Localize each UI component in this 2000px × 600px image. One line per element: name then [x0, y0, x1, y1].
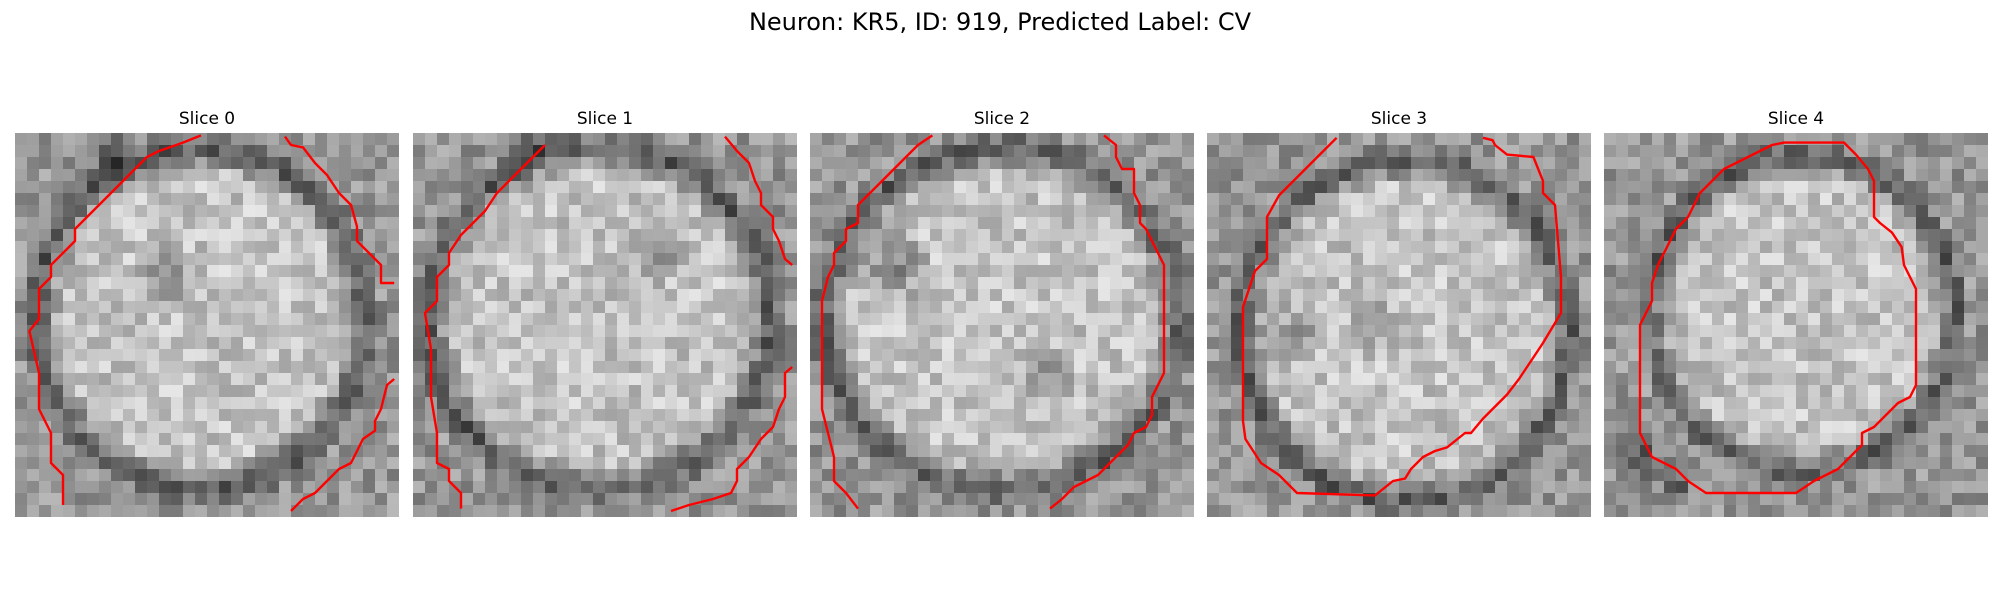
slice-1-title: Slice 1	[576, 109, 634, 129]
slice-2-image	[810, 133, 1194, 517]
slice-0-image	[15, 133, 399, 517]
slice-4-pixel-grid	[1604, 133, 1988, 517]
slice-3-contour-0	[1241, 136, 1563, 497]
slice-0-pixel-grid	[15, 133, 399, 517]
slice-2-contour-1	[1049, 134, 1166, 510]
slice-0-contour-2	[290, 378, 395, 512]
figure-title: Neuron: KR5, ID: 919, Predicted Label: C…	[748, 8, 1252, 36]
slice-1-contour-1	[724, 135, 793, 266]
slice-3-pixel-grid	[1207, 133, 1591, 517]
slice-2-title: Slice 2	[973, 109, 1031, 129]
slice-3-title: Slice 3	[1370, 109, 1428, 129]
slice-1-contour-2	[670, 366, 793, 513]
slice-0-contour-0	[28, 134, 202, 505]
slice-2-contour-0	[820, 134, 934, 510]
slice-4-contour-0	[1638, 141, 1918, 495]
slice-4-title: Slice 4	[1767, 109, 1825, 129]
slice-2-pixel-grid	[810, 133, 1194, 517]
slice-1-image	[413, 133, 797, 517]
slice-0-contour-1	[284, 135, 395, 285]
slice-0-title: Slice 0	[178, 109, 236, 129]
slice-1-contour-0	[423, 144, 546, 509]
slice-3-image	[1207, 133, 1591, 517]
slice-1-pixel-grid	[413, 133, 797, 517]
slice-4-image	[1604, 133, 1988, 517]
